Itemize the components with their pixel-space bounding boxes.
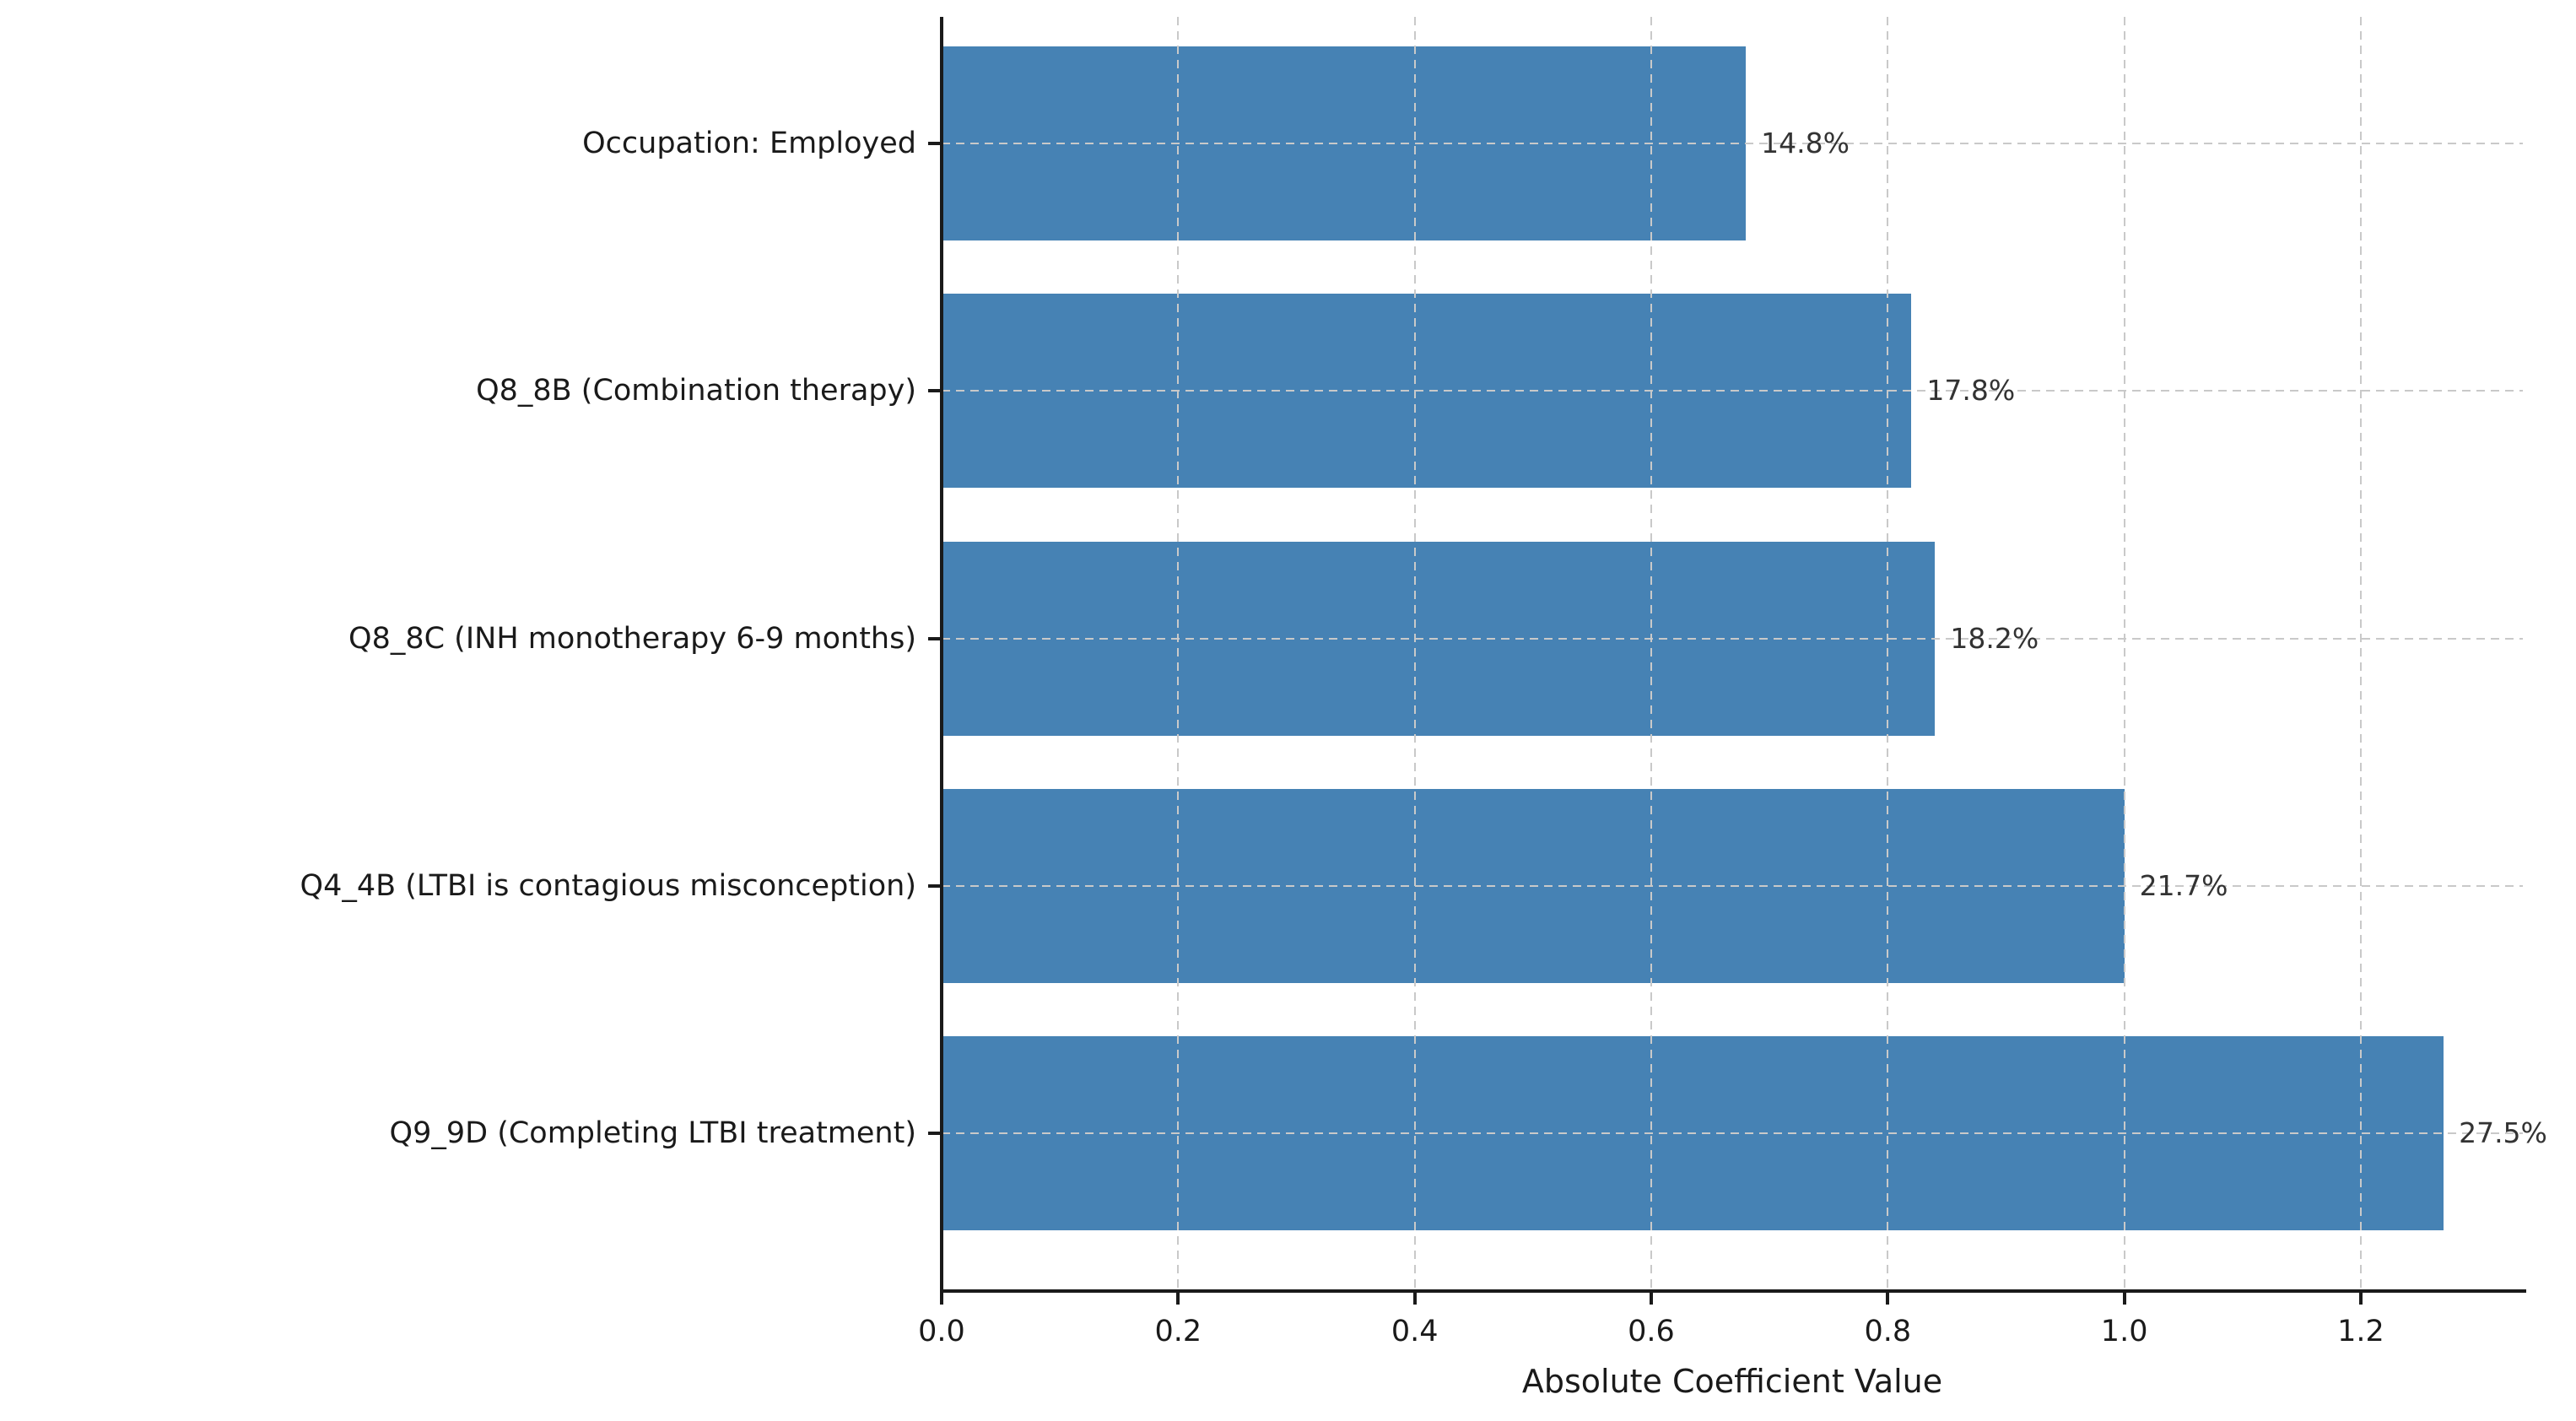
- x-tick-0.8: [1886, 1293, 1890, 1305]
- category-label-q8-8b-combination-therapy: Q8_8B (Combination therapy): [476, 374, 916, 408]
- horizontal-gridline-q8-8c-inh-monotherapy-6-9-months: [942, 637, 2523, 640]
- vertical-gridline-1.2: [2359, 17, 2362, 1289]
- bar-value-label-q9-9d-completing-ltbi-treatment: 27.5%: [2459, 1116, 2547, 1149]
- horizontal-gridline-q4-4b-ltbi-is-contagious-misconception: [942, 884, 2523, 887]
- x-tick-0.6: [1649, 1293, 1653, 1305]
- x-tick-label-1.0: 1.0: [2100, 1315, 2148, 1348]
- bar-value-label-occupation-employed: 14.8%: [1761, 127, 1850, 159]
- category-label-q8-8c-inh-monotherapy-6-9-months: Q8_8C (INH monotherapy 6-9 months): [348, 621, 916, 656]
- x-tick-label-0.8: 0.8: [1864, 1315, 1912, 1348]
- horizontal-gridline-occupation-employed: [942, 143, 2523, 144]
- y-tick-q4-4b-ltbi-is-contagious-misconception: [928, 883, 940, 888]
- x-tick-0.0: [940, 1293, 943, 1305]
- x-tick-1.2: [2358, 1293, 2363, 1305]
- y-tick-occupation-employed: [928, 142, 940, 145]
- y-tick-q8-8c-inh-monotherapy-6-9-months: [928, 636, 940, 640]
- x-tick-label-0.6: 0.6: [1628, 1315, 1675, 1348]
- x-tick-1.0: [2122, 1293, 2126, 1305]
- x-tick-label-0.2: 0.2: [1154, 1315, 1202, 1348]
- y-axis-spine: [940, 17, 943, 1293]
- x-tick-label-1.2: 1.2: [2337, 1315, 2384, 1348]
- x-axis-title: Absolute Coefficient Value: [1521, 1363, 1943, 1400]
- vertical-gridline-1.0: [2123, 17, 2125, 1289]
- bar-value-label-q4-4b-ltbi-is-contagious-misconception: 21.7%: [2139, 868, 2228, 902]
- category-label-q9-9d-completing-ltbi-treatment: Q9_9D (Completing LTBI treatment): [389, 1116, 916, 1150]
- x-tick-0.2: [1176, 1293, 1180, 1305]
- vertical-gridline-0.6: [1650, 17, 1652, 1289]
- horizontal-gridline-q8-8b-combination-therapy: [942, 390, 2523, 392]
- x-axis-spine: [940, 1289, 2526, 1293]
- vertical-gridline-0.2: [1177, 17, 1180, 1289]
- y-tick-q9-9d-completing-ltbi-treatment: [928, 1132, 940, 1135]
- plot-area: 14.8% 17.8% 18.2% 21.7% 27.5%: [942, 17, 2547, 1289]
- x-tick-label-0.4: 0.4: [1391, 1315, 1439, 1348]
- bar-value-label-q8-8c-inh-monotherapy-6-9-months: 18.2%: [1950, 621, 2039, 655]
- y-tick-q8-8b-combination-therapy: [928, 389, 940, 393]
- category-label-q4-4b-ltbi-is-contagious-misconception: Q4_4B (LTBI is contagious misconception): [300, 868, 916, 903]
- horizontal-gridline-q9-9d-completing-ltbi-treatment: [942, 1132, 2523, 1134]
- x-tick-0.4: [1412, 1293, 1417, 1305]
- category-label-occupation-employed: Occupation: Employed: [582, 127, 916, 160]
- x-tick-label-0.0: 0.0: [918, 1315, 965, 1348]
- bar-value-label-q8-8b-combination-therapy: 17.8%: [1926, 374, 2016, 408]
- vertical-gridline-0.8: [1887, 17, 1889, 1289]
- vertical-gridline-0.4: [1413, 17, 1416, 1289]
